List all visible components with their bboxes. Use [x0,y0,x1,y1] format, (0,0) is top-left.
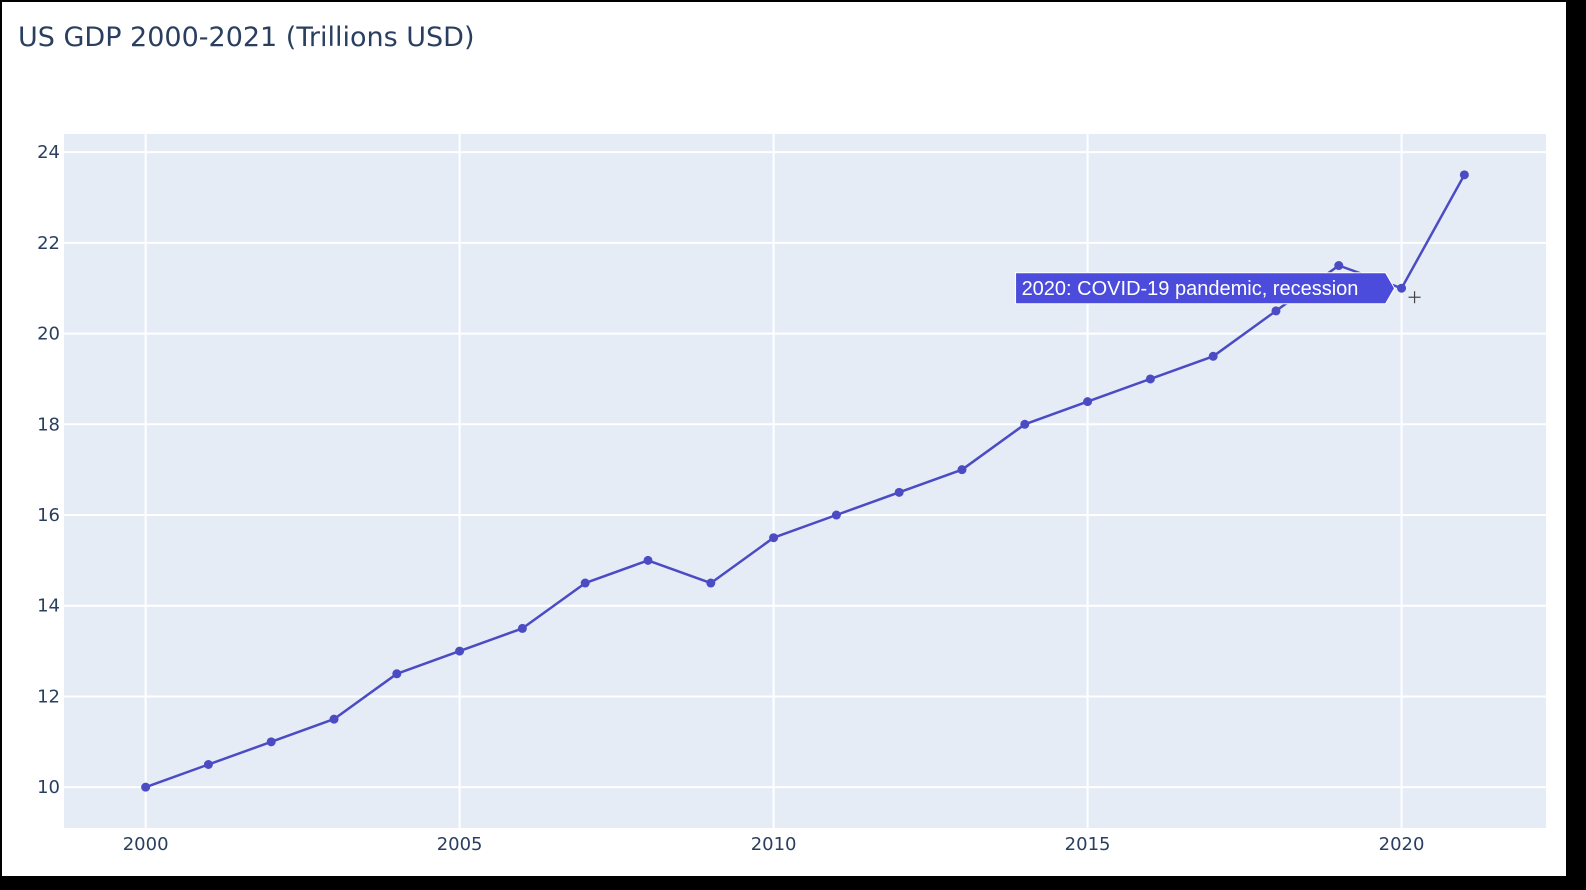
y-tick-label: 10 [37,777,60,798]
data-point[interactable] [1020,419,1030,429]
y-tick-label: 14 [37,596,60,617]
data-point[interactable] [455,646,465,656]
x-axis-tick-labels: 2000 2005 2010 2015 2020 [123,834,1425,855]
hover-label-box [1015,272,1396,305]
data-point[interactable] [141,782,151,792]
plot-area[interactable] [64,134,1546,828]
gdp-data-points[interactable] [141,170,1469,792]
y-tick-label: 12 [37,686,60,707]
hover-label-text: 2020: COVID-19 pandemic, recession [1022,278,1359,300]
data-point[interactable] [831,510,841,520]
chart-card: US GDP 2000-2021 (Trillions USD) 2000 200… [2,2,1566,876]
data-point[interactable] [643,555,653,565]
data-point[interactable] [894,487,904,497]
y-tick-label: 22 [37,233,60,254]
data-point[interactable] [1145,374,1155,384]
x-tick-label: 2005 [437,834,483,855]
data-point[interactable] [1208,351,1218,361]
x-tick-label: 2020 [1379,834,1425,855]
data-point[interactable] [517,623,527,633]
data-point[interactable] [706,578,716,588]
data-point[interactable] [957,465,967,475]
x-tick-label: 2010 [751,834,797,855]
data-point[interactable] [769,533,779,543]
y-axis-tick-labels: 10 12 14 16 18 20 22 24 [37,142,60,798]
data-point[interactable] [1397,283,1407,293]
chart-title: US GDP 2000-2021 (Trillions USD) [18,22,475,53]
gdp-series-line [145,174,1466,789]
y-tick-label: 20 [37,324,60,345]
data-point[interactable] [1271,306,1281,316]
gdp-line-chart[interactable]: 2000 2005 2010 2015 2020 10 12 14 16 18 20 22 24 20… [2,2,1566,876]
data-point[interactable] [329,714,339,724]
y-tick-label: 16 [37,505,60,526]
crosshair-cursor-icon [1408,291,1421,304]
y-gridlines [64,151,1546,789]
data-point[interactable] [203,759,213,769]
hover-tooltip: 2020: COVID-19 pandemic, recession [1015,272,1396,305]
data-point[interactable] [1083,397,1093,407]
data-point[interactable] [266,737,276,747]
x-tick-label: 2015 [1065,834,1111,855]
y-tick-label: 18 [37,414,60,435]
data-point[interactable] [1459,170,1469,180]
x-tick-label: 2000 [123,834,169,855]
data-point[interactable] [580,578,590,588]
x-gridlines [144,134,1403,828]
data-point[interactable] [1334,261,1344,271]
y-tick-label: 24 [37,142,60,163]
data-point[interactable] [392,669,402,679]
